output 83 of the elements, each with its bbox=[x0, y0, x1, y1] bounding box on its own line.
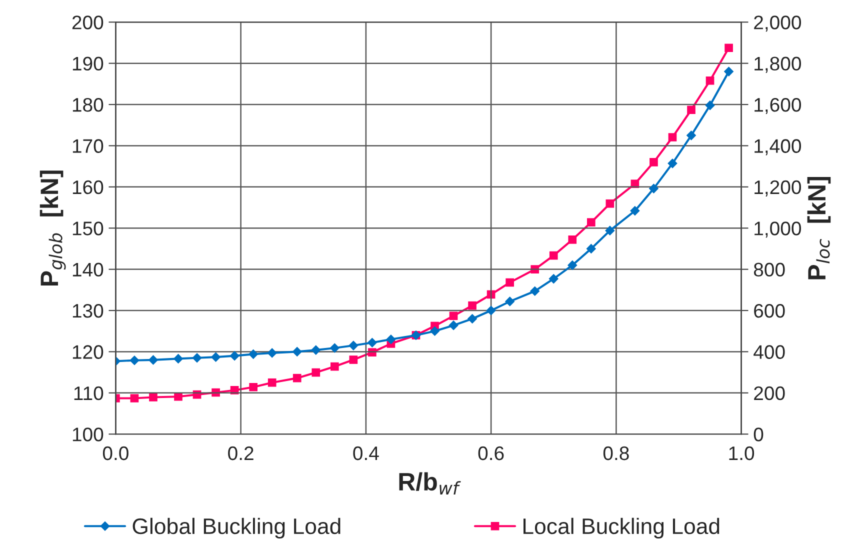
x-tick-label: 0.2 bbox=[228, 446, 254, 460]
y2-tick-label: 1,000 bbox=[754, 222, 802, 238]
point bbox=[248, 349, 258, 360]
x-tick-label: 0.4 bbox=[353, 446, 379, 460]
point bbox=[292, 374, 302, 382]
point bbox=[310, 345, 321, 355]
point bbox=[706, 76, 714, 85]
point bbox=[568, 235, 577, 244]
point bbox=[330, 362, 339, 371]
point bbox=[173, 354, 184, 364]
point bbox=[149, 393, 158, 402]
y2-tick-label: 600 bbox=[754, 304, 785, 318]
point bbox=[349, 356, 358, 364]
point bbox=[506, 278, 514, 287]
point bbox=[148, 355, 158, 365]
point bbox=[705, 100, 715, 110]
y-tick-label: 110 bbox=[74, 386, 104, 400]
y-tick-label: 160 bbox=[72, 180, 104, 194]
x-axis-title: R/b$_{wf}$ bbox=[399, 472, 461, 494]
point bbox=[606, 199, 614, 208]
y-tick-label: 170 bbox=[72, 139, 104, 153]
y-tick-label: 190 bbox=[72, 56, 104, 71]
y2-tick-label: 2,000 bbox=[754, 16, 802, 32]
y-tick-label: 200 bbox=[72, 16, 104, 30]
point bbox=[724, 66, 734, 76]
y2-tick-label: 200 bbox=[754, 386, 785, 400]
y2-tick-label: 1,200 bbox=[754, 180, 802, 196]
point bbox=[687, 106, 696, 114]
point bbox=[724, 44, 733, 52]
point bbox=[605, 226, 615, 236]
point bbox=[648, 184, 659, 194]
point bbox=[267, 348, 278, 358]
y-tick-label: 180 bbox=[72, 98, 104, 112]
point bbox=[486, 306, 496, 316]
y2-tick-label: 1,600 bbox=[754, 98, 802, 114]
point bbox=[292, 346, 302, 357]
legend-label: Global Buckling Load bbox=[132, 518, 340, 539]
y-tick-label: 120 bbox=[72, 345, 104, 359]
point bbox=[448, 320, 458, 330]
x-tick-label: 0.0 bbox=[102, 446, 128, 460]
y-tick-label: 130 bbox=[72, 304, 104, 318]
point bbox=[386, 334, 396, 344]
x-tick-label: 1.0 bbox=[729, 446, 754, 460]
point bbox=[130, 355, 140, 366]
y-tick-label: 100 bbox=[72, 428, 104, 442]
y-tick-label: 150 bbox=[72, 222, 104, 236]
point bbox=[548, 274, 559, 284]
y2-axis-title: P$_{loc}$ [kN] bbox=[807, 176, 831, 280]
point bbox=[686, 130, 696, 140]
y2-tick-label: 0 bbox=[754, 428, 764, 442]
y-axis-title: P$_{glob}$ [kN] bbox=[40, 170, 66, 286]
x-tick-label: 0.8 bbox=[603, 446, 629, 460]
legend-label: Local Buckling Load bbox=[524, 518, 720, 539]
point bbox=[530, 286, 540, 296]
y2-tick-label: 400 bbox=[754, 345, 785, 359]
y2-tick-label: 1,800 bbox=[754, 56, 802, 73]
point bbox=[668, 158, 678, 168]
point bbox=[130, 394, 139, 402]
point bbox=[348, 340, 358, 350]
point bbox=[330, 343, 340, 353]
point bbox=[230, 350, 240, 361]
point bbox=[586, 244, 596, 254]
point bbox=[249, 382, 258, 392]
point bbox=[312, 368, 320, 377]
x-tick-label: 0.6 bbox=[478, 446, 504, 460]
point bbox=[467, 314, 478, 324]
point bbox=[650, 158, 658, 166]
point bbox=[210, 352, 221, 362]
point bbox=[586, 218, 596, 227]
point bbox=[549, 251, 558, 260]
point bbox=[668, 133, 677, 142]
y-tick-label: 140 bbox=[72, 262, 104, 277]
point bbox=[504, 296, 515, 306]
y2-tick-label: 1,400 bbox=[754, 139, 802, 156]
point bbox=[567, 260, 578, 270]
y2-tick-label: 800 bbox=[754, 262, 785, 277]
point bbox=[192, 352, 202, 363]
point bbox=[367, 338, 378, 348]
point bbox=[630, 206, 640, 216]
point bbox=[268, 378, 276, 387]
point bbox=[430, 326, 440, 336]
point bbox=[468, 301, 476, 310]
point bbox=[449, 312, 458, 320]
